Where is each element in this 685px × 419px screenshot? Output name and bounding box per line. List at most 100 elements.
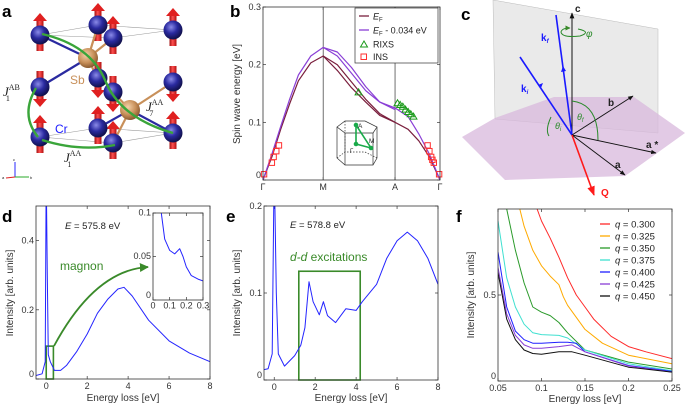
x-tick-label: Γ (261, 182, 266, 192)
atom-label-cr: Cr (55, 122, 68, 136)
exchange-path-j7aa (41, 32, 174, 135)
b-axis-arrow (571, 95, 634, 136)
legend-q-var: q (615, 280, 621, 291)
x-tick-label: M (319, 182, 327, 192)
rixs-spectrum-575-chart: 0 2 4 6 8 0 0.2 0.4 (21, 205, 213, 391)
legend-q-var: q (615, 292, 621, 303)
x-tick-label: 4 (354, 382, 359, 392)
exchange-paths (27, 32, 174, 149)
f-x-axis-label: Energy loss [eV] (549, 394, 622, 405)
legend-q-var: q (615, 220, 621, 231)
magnon-inset-chart: 0 0.1 0.2 0.3 0 0.05 0.1 (133, 208, 209, 311)
series-line-q-0-450 (498, 272, 672, 373)
bz-label-M: M (369, 138, 374, 145)
legend-q-var: q (615, 244, 621, 255)
x-tick-label: Γ (438, 182, 443, 192)
y-tick-label: 0 (257, 370, 262, 380)
d-magnon-annotation: magnon (60, 259, 103, 273)
y-tick-label: 0.1 (138, 208, 151, 218)
y-tick-label: 0.1 (249, 288, 262, 298)
x-tick-label: 8 (435, 382, 440, 392)
legend-label: q = 0.425 (615, 280, 655, 291)
legend-label-rixs: RIXS (373, 40, 394, 50)
x-tick-label: 0.2 (622, 383, 635, 393)
cr-atom (103, 28, 123, 48)
legend-q-value: = 0.325 (620, 232, 655, 243)
panel-label-c: c (461, 5, 470, 24)
Q-vector (571, 134, 595, 196)
cr-atom (88, 15, 108, 35)
triad-label-a: a (2, 175, 5, 180)
ins-data-point (260, 171, 268, 178)
rixs-data-point (398, 102, 408, 110)
exchange-label-j7aa: JAA 7 (146, 98, 164, 118)
series-line-q-0-300 (536, 209, 672, 360)
legend-label: q = 0.350 (615, 244, 655, 255)
d-x-axis-label: Energy loss [eV] (87, 393, 160, 404)
x-tick-label: 0.25 (663, 383, 681, 393)
rixs-data-point (354, 87, 363, 96)
series-line-q-0-425 (498, 267, 672, 373)
plot-frame (497, 208, 673, 382)
legend-marker-ins (360, 53, 367, 60)
plot-frame (35, 205, 211, 380)
triad-label-b: b (30, 175, 33, 180)
arrow-head (106, 121, 120, 129)
label-a-star: a * (646, 140, 658, 151)
arrow-head (166, 8, 180, 16)
legend-label-ef-shift: EF - 0.034 eV (373, 26, 427, 38)
legend-label-ins: INS (373, 52, 388, 62)
x-tick-label: 8 (207, 381, 212, 391)
label-b: b (608, 98, 614, 109)
arrow-head (33, 13, 47, 21)
series-line (264, 206, 438, 371)
arrow-head (106, 104, 120, 112)
series-line-q-0-325 (519, 209, 672, 365)
legend-label-ef: EF (373, 12, 383, 24)
e-energy-annotation: E = 578.8 eV (290, 220, 346, 231)
x-tick-label: 0.15 (576, 383, 594, 393)
y-tick-label: 0.5 (483, 290, 496, 300)
y-tick-label: 0 (256, 170, 261, 180)
bz-label-gamma: Γ (350, 149, 354, 155)
plot-frame (262, 6, 441, 181)
cr-atom (88, 118, 108, 138)
y-tick-label: 0.4 (21, 236, 34, 246)
atoms (30, 15, 183, 153)
label-ki: ki (521, 84, 529, 96)
kf-direction-arrow (561, 66, 566, 72)
x-tick-label: 0.05 (489, 383, 507, 393)
ki-direction-arrow (538, 83, 543, 88)
legend-q-var: q (615, 256, 621, 267)
y-tick-label: 0.2 (248, 60, 261, 70)
e-x-axis-label: Energy loss [eV] (315, 393, 388, 404)
series-line-E-F-0-034-eV (323, 46, 396, 111)
legend-label: q = 0.450 (615, 292, 655, 303)
label-theta-i: θi (555, 121, 562, 133)
label-phi: φ (586, 29, 593, 40)
legend-q-value: = 0.300 (620, 220, 655, 231)
y-tick-label: 0 (491, 371, 496, 381)
scattering-geometry-diagram: c kf ki φ θi θf b a * a Q (462, 0, 685, 199)
series-line-q-0-375 (498, 220, 672, 372)
y-tick-label: 0.1 (248, 117, 261, 127)
legend-q-value: = 0.375 (620, 256, 655, 267)
legend-label: q = 0.325 (615, 232, 655, 243)
y-tick-label: 0 (146, 290, 151, 300)
b-legend: EF EF - 0.034 eV RIXS INS (354, 7, 439, 64)
f-y-axis-label: Intensity [arb. units] (466, 251, 477, 338)
kf-vector (555, 14, 573, 136)
series-line-E-F (263, 55, 440, 180)
highlight-box (45, 345, 55, 380)
panel-label-e: e (226, 207, 235, 226)
d-energy-annotation: E = 575.8 eV (65, 221, 121, 232)
arrow-head (106, 16, 120, 24)
panel-label-f: f (456, 207, 462, 226)
plot-frame (263, 205, 439, 381)
panel-label-a: a (2, 2, 12, 21)
rixs-data-point (409, 112, 418, 120)
atom-label-sb: Sb (70, 73, 85, 87)
series-line (160, 213, 203, 282)
label-c: c (575, 4, 581, 15)
